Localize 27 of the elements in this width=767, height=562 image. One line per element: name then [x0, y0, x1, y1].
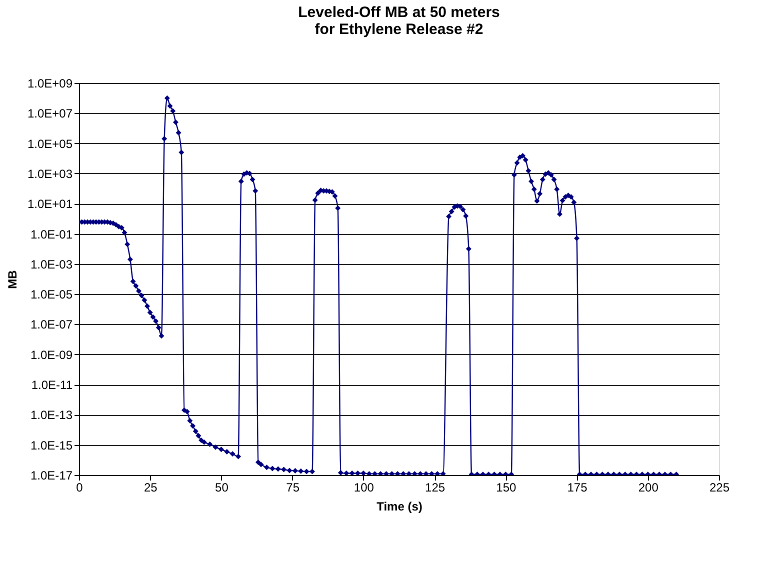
y-tick-label: 1.0E-17	[30, 468, 73, 482]
x-tick-label: 125	[425, 480, 446, 494]
x-tick-label: 75	[286, 480, 300, 494]
x-axis-title: Time (s)	[376, 500, 422, 514]
y-tick-label: 1.0E+01	[27, 197, 73, 212]
x-tick-label: 175	[567, 480, 588, 494]
chart-title: Leveled-Off MB at 50 meters for Ethylene Release #2	[298, 4, 500, 38]
y-tick-label: 1.0E+03	[27, 166, 73, 181]
x-tick-label: 150	[496, 480, 516, 494]
y-tick-label: 1.0E-15	[30, 438, 73, 452]
y-tick-label: 1.0E-05	[30, 288, 73, 302]
y-tick-label: 1.0E+05	[27, 136, 73, 151]
y-tick-label: 1.0E-13	[30, 408, 73, 422]
y-tick-label: 1.0E-11	[31, 378, 73, 392]
x-tick-label: 100	[354, 480, 374, 494]
x-tick-label: 225	[709, 480, 730, 494]
y-tick-label: 1.0E-01	[30, 227, 73, 242]
y-tick-label: 1.0E+07	[27, 106, 73, 121]
y-tick-label: 1.0E-07	[30, 318, 73, 332]
x-tick-label: 200	[638, 480, 659, 494]
x-tick-label: 0	[76, 480, 84, 494]
y-tick-label: 1.0E-03	[30, 257, 73, 272]
y-tick-label: 1.0E+09	[27, 76, 73, 90]
y-axis-title: MB	[5, 270, 20, 289]
x-tick-label: 25	[144, 480, 158, 494]
x-tick-label: 50	[215, 480, 229, 494]
y-tick-label: 1.0E-09	[30, 348, 73, 362]
